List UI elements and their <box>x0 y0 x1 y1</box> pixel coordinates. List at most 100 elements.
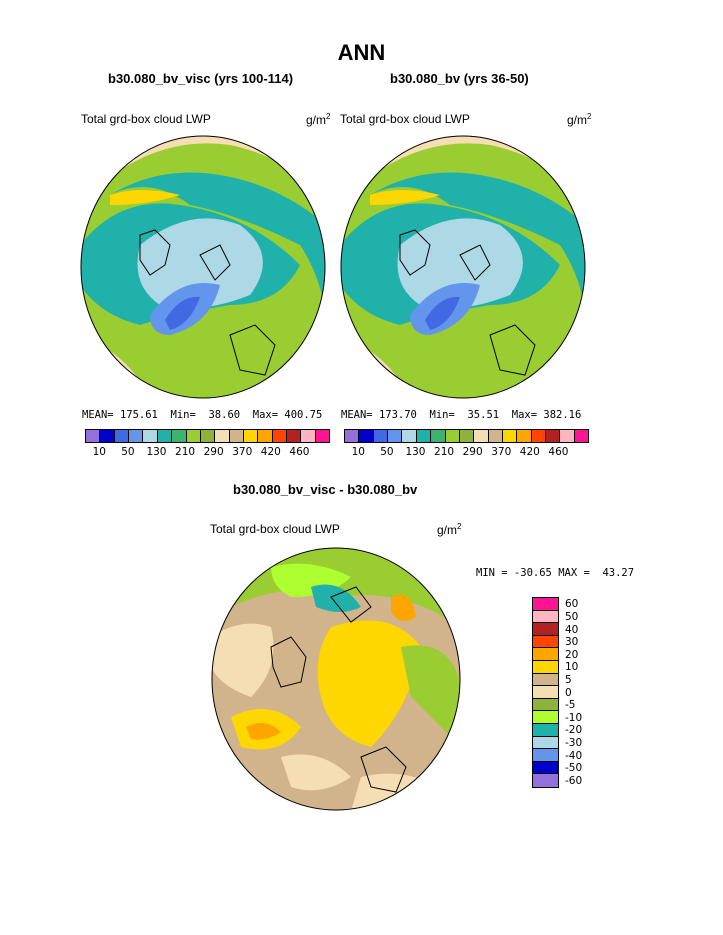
colorbar-swatch <box>533 660 558 674</box>
colorbar-swatch <box>215 430 230 442</box>
colorbar-swatch <box>172 430 187 442</box>
colorbar-swatch <box>533 711 558 724</box>
colorbar-tick-label: 420 <box>519 446 540 458</box>
colorbar-swatch <box>574 430 589 442</box>
diff-colorbar-ticks: 60 50 40 30 20 10 5 0 -5 -10 -20 -30 -40 -50 -60 <box>565 597 605 807</box>
right-colorbar <box>344 429 589 443</box>
colorbar-tick-label: 130 <box>146 446 167 458</box>
colorbar-swatch <box>533 774 558 787</box>
diff-polar-map <box>211 547 461 811</box>
colorbar-tick-label: -40 <box>565 749 583 762</box>
colorbar-tick-label: 370 <box>491 446 512 458</box>
colorbar-tick-label: 290 <box>203 446 224 458</box>
colorbar-swatch <box>272 430 288 442</box>
colorbar-tick-label: -20 <box>565 724 583 737</box>
colorbar-tick-label: -5 <box>565 699 576 712</box>
colorbar-swatch <box>114 430 130 442</box>
diff-case-title: b30.080_bv_visc - b30.080_bv <box>233 482 418 497</box>
diff-map-teal-north <box>311 584 361 612</box>
left-variable-label: Total grd-box cloud LWP <box>81 112 211 126</box>
colorbar-tick-label: 20 <box>565 648 579 661</box>
colorbar-swatch <box>533 623 558 636</box>
colorbar-swatch <box>258 430 273 442</box>
colorbar-swatch <box>533 635 558 649</box>
diff-map-green-east <box>401 645 460 747</box>
right-case-title: b30.080_bv (yrs 36-50) <box>390 71 529 86</box>
right-map-gold-patch <box>370 190 440 205</box>
left-colorbar-ticks: 10 50 130 210 290 370 420 460 <box>85 446 328 460</box>
colorbar-swatch <box>100 430 115 442</box>
colorbar-tick-label: 60 <box>565 598 579 611</box>
left-map-lightblue-arctic <box>137 218 263 309</box>
colorbar-swatch <box>229 430 244 442</box>
colorbar-swatch <box>287 430 302 442</box>
colorbar-swatch <box>431 430 446 442</box>
colorbar-tick-label: 50 <box>121 446 135 458</box>
colorbar-swatch <box>200 430 216 442</box>
diff-map-gold-central <box>317 620 421 747</box>
colorbar-swatch <box>474 430 489 442</box>
colorbar-swatch <box>502 430 518 442</box>
colorbar-swatch <box>186 430 201 442</box>
colorbar-tick-label: 460 <box>289 446 310 458</box>
right-polar-map <box>340 135 586 399</box>
colorbar-tick-label: 420 <box>260 446 281 458</box>
colorbar-swatch <box>546 430 561 442</box>
colorbar-tick-label: 290 <box>462 446 483 458</box>
colorbar-swatch <box>533 723 558 737</box>
diff-map-wheat-west <box>212 623 274 697</box>
colorbar-tick-label: -50 <box>565 762 583 775</box>
diff-map-orange-southwest <box>246 723 281 740</box>
colorbar-swatch <box>533 648 558 661</box>
colorbar-swatch <box>533 736 558 750</box>
colorbar-tick-label: 460 <box>548 446 569 458</box>
colorbar-swatch <box>533 749 558 762</box>
colorbar-tick-label: 370 <box>232 446 253 458</box>
colorbar-swatch <box>533 761 558 775</box>
left-polar-map <box>80 135 326 399</box>
left-map-blue-core <box>165 296 200 330</box>
left-unit: g/m2 <box>306 112 331 127</box>
colorbar-swatch <box>533 673 558 687</box>
colorbar-swatch <box>86 430 101 442</box>
colorbar-tick-label: 0 <box>565 686 572 699</box>
colorbar-swatch <box>517 430 532 442</box>
colorbar-swatch <box>359 430 374 442</box>
colorbar-swatch <box>388 430 403 442</box>
colorbar-swatch <box>157 430 173 442</box>
colorbar-swatch <box>488 430 503 442</box>
colorbar-swatch <box>533 698 558 712</box>
right-map-lightblue-arctic <box>397 218 523 309</box>
colorbar-swatch <box>243 430 259 442</box>
colorbar-swatch <box>301 430 316 442</box>
diff-unit: g/m2 <box>437 522 462 537</box>
diff-map-coastlines <box>270 586 407 793</box>
colorbar-tick-label: 10 <box>351 446 365 458</box>
colorbar-tick-label: 50 <box>380 446 394 458</box>
colorbar-tick-label: -60 <box>565 774 583 787</box>
colorbar-swatch <box>560 430 575 442</box>
diff-stats: MIN = -30.65 MAX = 43.27 <box>476 567 635 579</box>
colorbar-swatch <box>315 430 330 442</box>
right-colorbar-ticks: 10 50 130 210 290 370 420 460 <box>344 446 587 460</box>
colorbar-tick-label: 10 <box>565 661 579 674</box>
right-unit: g/m2 <box>567 112 592 127</box>
left-case-title: b30.080_bv_visc (yrs 100-114) <box>108 71 294 86</box>
colorbar-swatch <box>533 598 558 611</box>
colorbar-tick-label: -10 <box>565 711 583 724</box>
colorbar-tick-label: 130 <box>405 446 426 458</box>
colorbar-swatch <box>445 430 460 442</box>
colorbar-tick-label: 210 <box>434 446 455 458</box>
left-map-gold-patch <box>110 190 180 205</box>
colorbar-swatch <box>531 430 547 442</box>
right-map-green-south <box>457 335 585 398</box>
diff-map-orange-north <box>391 594 416 621</box>
colorbar-swatch <box>345 430 360 442</box>
diff-variable-label: Total grd-box cloud LWP <box>210 522 340 536</box>
left-colorbar <box>85 429 330 443</box>
right-variable-label: Total grd-box cloud LWP <box>340 112 470 126</box>
page-title: ANN <box>337 40 386 65</box>
colorbar-swatch <box>143 430 158 442</box>
colorbar-tick-label: 30 <box>565 636 579 649</box>
colorbar-swatch <box>533 610 558 624</box>
